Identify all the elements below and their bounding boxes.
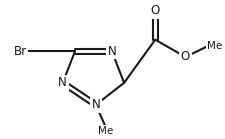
Text: O: O xyxy=(151,4,160,18)
Text: N: N xyxy=(108,45,116,58)
Text: Me: Me xyxy=(207,41,223,51)
Text: O: O xyxy=(181,50,190,63)
Text: Br: Br xyxy=(14,45,27,58)
Text: N: N xyxy=(58,76,67,89)
Text: N: N xyxy=(91,98,100,111)
Text: Me: Me xyxy=(98,126,113,136)
